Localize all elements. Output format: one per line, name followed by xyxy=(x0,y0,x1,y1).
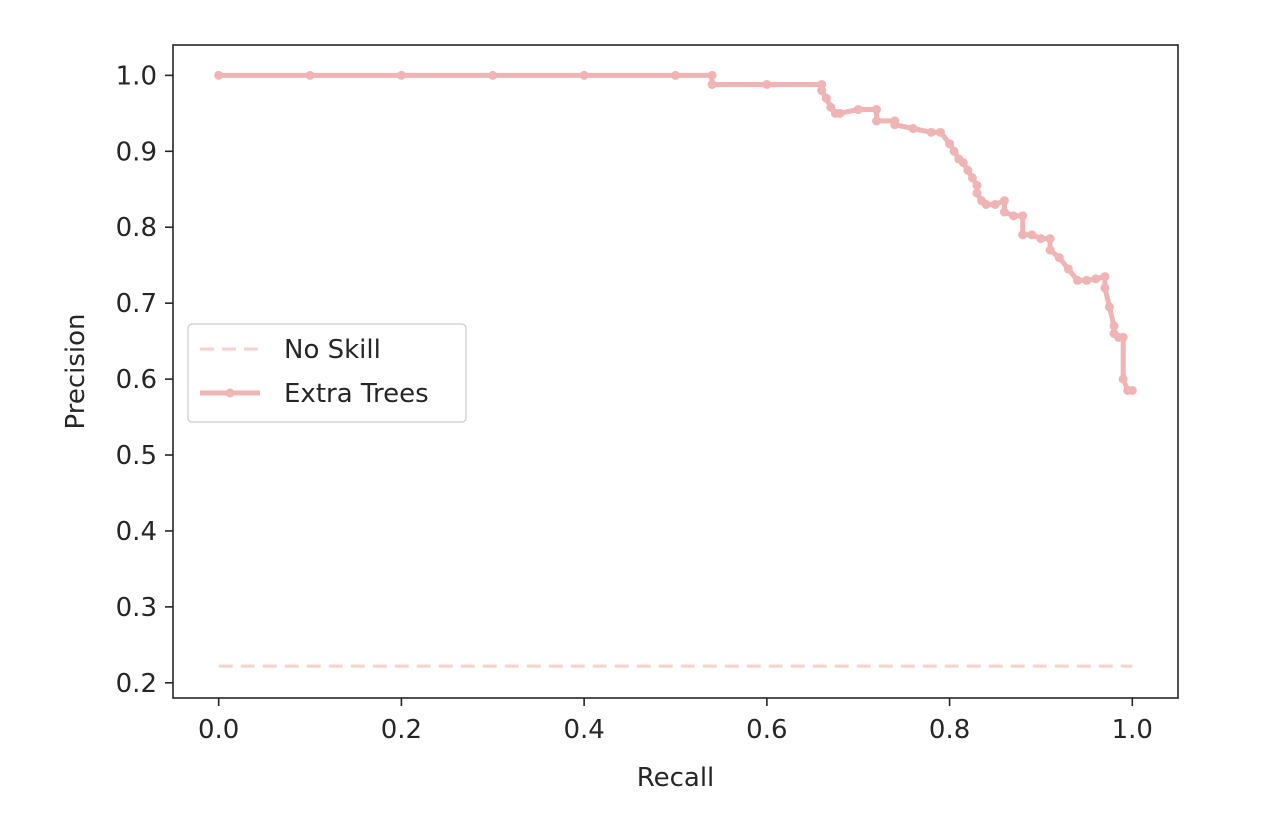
legend: No Skill Extra Trees xyxy=(187,323,467,423)
x-tick-label: 0.6 xyxy=(746,715,787,745)
data-point-extra-trees xyxy=(817,86,827,96)
data-point-extra-trees xyxy=(999,207,1009,217)
data-point-extra-trees xyxy=(707,79,717,89)
data-point-extra-trees xyxy=(945,139,955,149)
legend-marker-extra-trees xyxy=(225,388,235,398)
y-tick-label: 1.0 xyxy=(116,61,157,91)
data-point-extra-trees xyxy=(1091,274,1101,284)
y-tick-label: 0.8 xyxy=(116,213,157,243)
data-point-extra-trees xyxy=(890,120,900,130)
legend-label-extra-trees: Extra Trees xyxy=(284,379,429,409)
data-point-extra-trees xyxy=(1018,211,1028,221)
x-tick-label: 0.0 xyxy=(198,715,239,745)
data-point-extra-trees xyxy=(1045,245,1055,255)
data-point-extra-trees xyxy=(908,124,918,134)
data-point-extra-trees xyxy=(1118,332,1128,342)
x-tick-label: 0.2 xyxy=(381,715,422,745)
data-point-extra-trees xyxy=(872,105,881,115)
data-point-extra-trees xyxy=(1054,253,1064,263)
data-point-extra-trees xyxy=(305,70,315,80)
data-point-extra-trees xyxy=(707,70,717,80)
y-tick-label: 0.9 xyxy=(116,137,157,167)
x-axis-label: Recall xyxy=(637,763,715,793)
data-point-extra-trees xyxy=(1027,230,1037,240)
data-point-extra-trees xyxy=(1063,264,1073,274)
y-tick-label: 0.7 xyxy=(116,289,157,319)
data-point-extra-trees xyxy=(1018,230,1028,240)
data-point-extra-trees xyxy=(1009,211,1019,221)
x-tick-label: 1.0 xyxy=(1112,715,1153,745)
data-point-extra-trees xyxy=(949,146,959,156)
data-point-extra-trees xyxy=(579,70,589,80)
data-point-extra-trees xyxy=(1073,275,1082,285)
plot-area xyxy=(214,70,1137,668)
y-axis: 0.2 0.3 0.4 0.5 0.6 0.7 0.8 0.9 1.0 xyxy=(116,61,173,699)
data-point-extra-trees xyxy=(972,188,982,198)
y-tick-label: 0.2 xyxy=(116,669,157,699)
x-tick-label: 0.8 xyxy=(929,715,970,745)
data-point-extra-trees xyxy=(967,173,977,183)
data-point-extra-trees xyxy=(872,116,881,126)
y-tick-label: 0.5 xyxy=(116,441,157,471)
x-tick-label: 0.4 xyxy=(563,715,604,745)
legend-label-no-skill: No Skill xyxy=(284,335,381,365)
data-point-extra-trees xyxy=(935,127,945,137)
y-tick-label: 0.4 xyxy=(116,517,157,547)
data-point-extra-trees xyxy=(762,79,772,89)
data-point-extra-trees xyxy=(981,199,991,209)
data-point-extra-trees xyxy=(958,158,968,168)
data-point-extra-trees xyxy=(1036,234,1046,244)
data-point-extra-trees xyxy=(1109,321,1119,331)
data-point-extra-trees xyxy=(972,180,982,190)
data-point-extra-trees xyxy=(214,70,224,80)
data-point-extra-trees xyxy=(1045,234,1055,244)
data-point-extra-trees xyxy=(999,196,1009,206)
data-point-extra-trees xyxy=(835,108,845,118)
data-point-extra-trees xyxy=(1082,275,1092,285)
data-point-extra-trees xyxy=(1100,272,1110,282)
data-point-extra-trees xyxy=(396,70,406,80)
data-point-extra-trees xyxy=(853,105,863,115)
data-point-extra-trees xyxy=(1104,302,1114,312)
data-point-extra-trees xyxy=(1118,374,1128,384)
y-tick-label: 0.3 xyxy=(116,593,157,623)
data-point-extra-trees xyxy=(1127,385,1137,395)
data-point-extra-trees xyxy=(990,199,1000,209)
x-axis: 0.0 0.2 0.4 0.6 0.8 1.0 xyxy=(198,698,1153,745)
data-point-extra-trees xyxy=(1100,283,1110,293)
data-point-extra-trees xyxy=(821,93,831,103)
y-tick-label: 0.6 xyxy=(116,365,157,395)
y-axis-label: Precision xyxy=(61,313,91,429)
data-point-extra-trees xyxy=(671,70,680,80)
data-point-extra-trees xyxy=(488,70,498,80)
axes-frame xyxy=(172,44,1179,699)
data-point-extra-trees xyxy=(926,127,936,137)
data-point-extra-trees xyxy=(963,165,973,175)
